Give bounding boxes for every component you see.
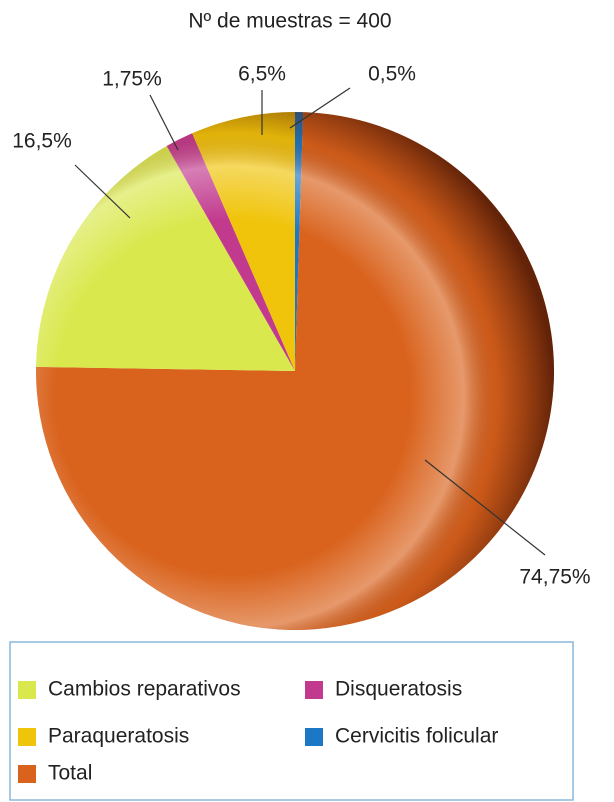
legend-label: Cambios reparativos bbox=[48, 678, 241, 701]
data-label: 6,5% bbox=[238, 63, 286, 86]
legend-label: Paraqueratosis bbox=[48, 725, 189, 748]
legend-swatch bbox=[18, 681, 36, 699]
leader-line bbox=[74, 164, 131, 219]
leader-line bbox=[289, 87, 351, 129]
legend-swatch bbox=[305, 728, 323, 746]
chart-title: Nº de muestras = 400 bbox=[188, 10, 391, 33]
data-label: 0,5% bbox=[368, 63, 416, 86]
legend-swatch bbox=[18, 728, 36, 746]
legend-label: Total bbox=[48, 762, 92, 785]
legend-swatch bbox=[305, 681, 323, 699]
data-label: 16,5% bbox=[12, 130, 72, 153]
legend-box bbox=[9, 641, 574, 801]
legend-label: Disqueratosis bbox=[335, 678, 462, 701]
leader-line bbox=[424, 459, 546, 556]
data-label: 74,75% bbox=[519, 566, 590, 589]
leader-line bbox=[149, 94, 179, 151]
legend-swatch bbox=[18, 765, 36, 783]
legend-label: Cervicitis folicular bbox=[335, 725, 498, 748]
data-label: 1,75% bbox=[102, 68, 162, 91]
